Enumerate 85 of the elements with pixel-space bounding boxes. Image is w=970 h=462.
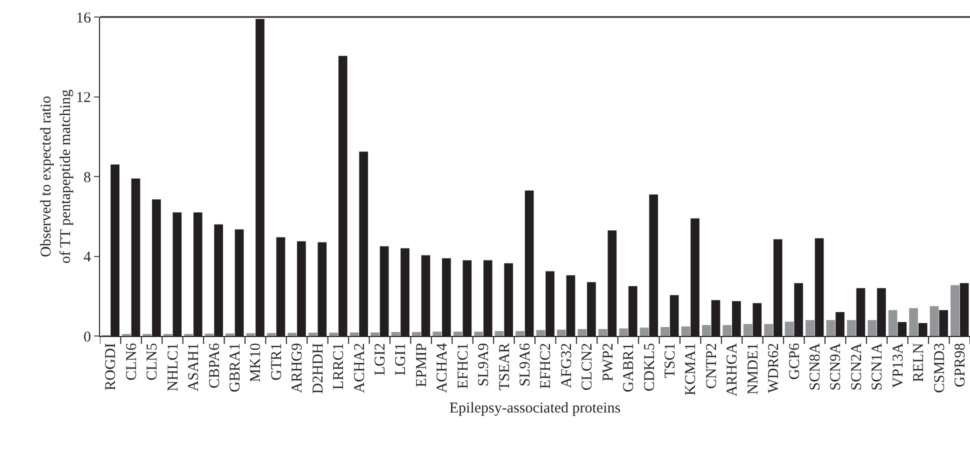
bar: [350, 332, 359, 336]
x-tick-label: CNTP2: [704, 343, 720, 389]
bar: [888, 310, 898, 336]
x-tick-label: ROGDI: [103, 343, 120, 390]
bar: [516, 331, 524, 336]
bar: [474, 332, 483, 336]
x-tick-label: GCP6: [786, 342, 803, 380]
x-tick-label: CBPA6: [206, 342, 223, 388]
x-tick-label: ACHA4: [434, 342, 451, 394]
x-tick-label: VP13A: [890, 342, 906, 388]
bar: [806, 320, 814, 336]
x-tick-label: CDKL5: [642, 343, 658, 392]
bar: [246, 333, 256, 336]
x-tick-label: TSC1: [662, 343, 679, 378]
bar: [784, 322, 794, 336]
x-tick-label: RELN: [911, 342, 928, 382]
x-tick-label: WDR62: [766, 343, 782, 393]
x-tick-label: KCMA1: [683, 343, 700, 396]
bar: [536, 330, 546, 336]
bar: [598, 329, 608, 336]
bar: [329, 332, 338, 336]
y-tick-label: 4: [84, 250, 92, 266]
x-tick-label: SCN2A: [848, 342, 865, 391]
x-tick-label: SCN9A: [828, 342, 844, 391]
x-tick-label: SCN1A: [870, 342, 886, 391]
y-tick-label: 12: [76, 90, 91, 106]
bar: [909, 308, 918, 336]
bar: [266, 333, 276, 336]
bar: [432, 332, 442, 336]
bar: [308, 332, 318, 336]
x-tick-label: SL9A9: [476, 343, 492, 386]
x-tick-label: SCN8A: [808, 342, 824, 391]
x-tick-label: PWP2: [600, 343, 616, 382]
x-tick-label: EFHC1: [455, 343, 472, 389]
x-tick-label: D2HDH: [310, 342, 326, 394]
x-tick-label: LGI1: [393, 343, 410, 376]
bar: [619, 328, 628, 336]
bar: [826, 320, 836, 336]
bar: [556, 330, 566, 336]
bar: [846, 320, 856, 336]
x-tick-label: NMDE1: [745, 343, 762, 395]
bar: [640, 328, 649, 336]
bar: [950, 285, 960, 336]
x-tick-label: CLN5: [144, 343, 161, 380]
x-tick-label: AFG32: [558, 343, 575, 388]
bar: [702, 325, 711, 336]
x-tick-label: GTR1: [268, 343, 285, 380]
y-tick-label: 0: [84, 329, 91, 346]
x-tick-label: GPR98: [952, 343, 969, 388]
bar: [494, 331, 504, 336]
bar: [743, 324, 752, 336]
bar: [868, 320, 877, 336]
bar: [764, 324, 773, 336]
x-tick-label: GABR1: [621, 343, 638, 392]
x-tick-label: ACHA2: [352, 343, 368, 394]
bar: [930, 306, 939, 336]
x-tick-label: TSEAR: [496, 343, 513, 391]
x-tick-label: EPMIP: [414, 343, 430, 388]
x-tick-label: NHLC1: [165, 343, 182, 392]
x-tick-label: ARHG9: [290, 343, 306, 394]
bar: [288, 332, 297, 336]
bar: [660, 327, 670, 336]
y-axis-title: Observed to expected ratio of TT pentapeptide matching: [38, 89, 74, 264]
x-tick-label: CLCN2: [580, 343, 596, 391]
x-axis-title: Epilepsy-associated proteins: [449, 400, 621, 416]
x-tick-label: SL9A6: [518, 342, 534, 386]
bar: [412, 332, 421, 336]
x-tick-label: GBRA1: [228, 343, 244, 392]
bar: [226, 333, 234, 336]
bar: [722, 325, 732, 336]
x-tick-label: LRRC1: [331, 343, 348, 390]
y-tick-label: 16: [76, 10, 92, 26]
x-tick-label: LGI2: [372, 343, 389, 376]
bar: [681, 326, 690, 336]
x-tick-label: EFHC2: [538, 343, 554, 389]
bar: [578, 329, 587, 336]
y-tick-label: 8: [84, 170, 91, 186]
x-tick-label: ASAH1: [186, 343, 202, 392]
x-tick-label: CSMD3: [932, 343, 948, 394]
x-tick-label: CLN6: [124, 342, 140, 380]
x-tick-label: ARHGA: [724, 342, 741, 396]
x-tick-label: MK10: [248, 343, 264, 382]
bar: [391, 332, 400, 336]
bar: [370, 332, 380, 336]
bar: [453, 332, 462, 336]
